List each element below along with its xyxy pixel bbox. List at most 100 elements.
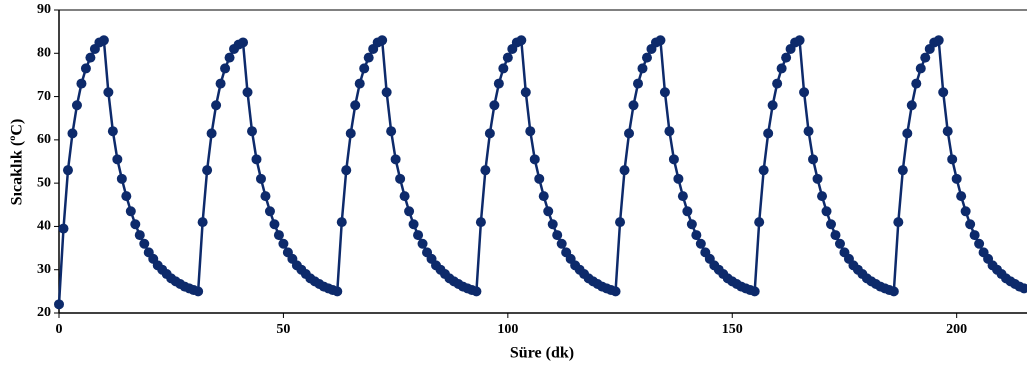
x-tick-label: 200: [946, 322, 967, 337]
marker: [484, 128, 495, 139]
y-tick-label: 60: [37, 132, 51, 147]
marker: [965, 219, 976, 230]
marker: [395, 173, 406, 184]
marker: [206, 128, 217, 139]
marker: [920, 52, 931, 63]
marker: [417, 238, 428, 249]
marker: [363, 52, 374, 63]
marker: [659, 87, 670, 98]
marker: [85, 52, 96, 63]
marker: [556, 238, 567, 249]
x-tick-label: 0: [56, 322, 63, 337]
marker: [776, 63, 787, 74]
marker: [498, 63, 509, 74]
marker: [615, 217, 626, 228]
marker: [754, 217, 765, 228]
marker: [767, 100, 778, 111]
marker: [758, 165, 769, 176]
marker: [103, 87, 114, 98]
marker: [915, 63, 926, 74]
y-tick-label: 40: [37, 219, 51, 234]
marker: [399, 191, 410, 202]
marker: [377, 35, 388, 46]
marker: [273, 230, 284, 241]
marker: [502, 52, 513, 63]
marker: [803, 126, 814, 137]
marker: [938, 87, 949, 98]
marker: [664, 126, 675, 137]
marker: [390, 154, 401, 165]
marker: [80, 63, 91, 74]
marker: [386, 126, 397, 137]
marker: [947, 154, 958, 165]
marker: [951, 173, 962, 184]
marker: [475, 217, 486, 228]
marker: [525, 126, 536, 137]
marker: [897, 165, 908, 176]
marker: [942, 126, 953, 137]
marker: [269, 219, 280, 230]
marker: [906, 100, 917, 111]
marker: [130, 219, 141, 230]
y-tick-label: 30: [37, 262, 51, 277]
marker: [610, 286, 621, 297]
marker: [404, 206, 415, 217]
marker: [655, 35, 666, 46]
marker: [969, 230, 980, 241]
marker: [691, 230, 702, 241]
y-tick-label: 50: [37, 175, 51, 190]
marker: [215, 78, 226, 89]
marker: [547, 219, 558, 230]
marker: [341, 165, 352, 176]
marker: [67, 128, 78, 139]
marker: [345, 128, 356, 139]
y-tick-label: 80: [37, 46, 51, 61]
marker: [695, 238, 706, 249]
marker: [619, 165, 630, 176]
marker: [911, 78, 922, 89]
marker: [682, 206, 693, 217]
marker: [677, 191, 688, 202]
marker: [354, 78, 365, 89]
marker: [76, 78, 87, 89]
marker: [278, 238, 289, 249]
marker: [516, 35, 527, 46]
marker: [264, 206, 275, 217]
marker: [98, 35, 109, 46]
marker: [686, 219, 697, 230]
marker: [139, 238, 150, 249]
marker: [121, 191, 132, 202]
marker: [247, 126, 257, 137]
marker: [202, 165, 213, 176]
y-axis-label: Sıcaklık (ºC): [9, 119, 26, 206]
marker: [54, 299, 64, 310]
marker: [933, 35, 944, 46]
marker: [808, 154, 819, 165]
marker: [628, 100, 639, 111]
marker: [242, 87, 253, 98]
marker: [112, 154, 123, 165]
marker: [826, 219, 836, 230]
marker: [251, 154, 262, 165]
x-axis-label: Süre (dk): [510, 345, 574, 362]
marker: [624, 128, 635, 139]
marker: [71, 100, 82, 111]
marker: [821, 206, 832, 217]
marker: [408, 219, 419, 230]
marker: [193, 286, 204, 297]
marker: [107, 126, 118, 137]
marker: [1019, 283, 1027, 294]
marker: [62, 165, 73, 176]
y-tick-label: 70: [37, 89, 51, 104]
marker: [255, 173, 266, 184]
marker: [781, 52, 792, 63]
marker: [543, 206, 554, 217]
marker: [238, 37, 249, 48]
marker: [413, 230, 424, 241]
marker: [125, 206, 136, 217]
marker: [260, 191, 271, 202]
marker: [637, 63, 648, 74]
marker: [489, 100, 500, 111]
marker: [772, 78, 783, 89]
